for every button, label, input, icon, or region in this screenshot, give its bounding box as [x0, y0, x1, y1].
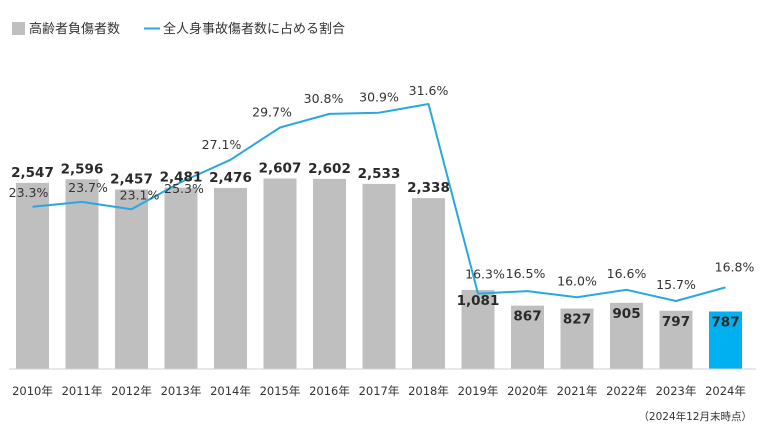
bar-value-label: 905 [612, 306, 640, 322]
legend-bar-swatch [12, 22, 25, 35]
ratio-label: 31.6% [409, 83, 449, 98]
bar-2021年 [560, 308, 594, 369]
bar-2020年 [511, 305, 544, 369]
bar-2013年 [164, 187, 198, 369]
bar-value-label: 2,481 [160, 170, 203, 186]
x-axis-labels: 2010年 2011年 2012年 2013年 2014年 2015年 2016年 2017年… [12, 384, 746, 398]
x-tick-label: 2018年 [408, 384, 449, 398]
ratio-line-path [32, 103, 726, 302]
bar-value-label: 787 [711, 314, 739, 330]
bar-value-label: 2,607 [259, 160, 302, 176]
bars [16, 178, 742, 369]
bar-2024年 [709, 311, 742, 369]
x-tick-label: 2023年 [656, 384, 697, 398]
bar-2022年 [610, 302, 643, 369]
bar-2015年 [263, 178, 297, 369]
bar-2016年 [313, 178, 346, 369]
x-tick-label: 2014年 [210, 384, 251, 398]
ratio-line [32, 103, 726, 302]
ratio-label: 30.8% [304, 91, 344, 106]
data-labels: 2,547 2,596 2,457 2,481 2,476 2,607 2,602 2,533… [9, 83, 755, 330]
ratio-label: 27.1% [202, 137, 242, 152]
ratio-label: 16.0% [557, 273, 597, 288]
bar-2019年 [461, 290, 495, 369]
ratio-label: 16.5% [506, 266, 546, 281]
ratio-label: 30.9% [359, 90, 399, 105]
x-tick-label: 2021年 [557, 384, 598, 398]
ratio-label: 23.7% [68, 180, 108, 195]
x-tick-label: 2019年 [458, 384, 499, 398]
bar-value-label: 2,476 [209, 170, 252, 186]
legend-bar-label: 高齢者負傷者数 [29, 21, 120, 37]
bar-value-label: 2,596 [61, 161, 104, 177]
x-tick-label: 2020年 [507, 384, 548, 398]
bar-value-label: 797 [662, 314, 690, 330]
x-tick-label: 2013年 [161, 384, 202, 398]
bar-value-label: 867 [513, 309, 541, 325]
x-tick-label: 2016年 [309, 384, 350, 398]
bar-2023年 [659, 310, 693, 369]
bar-value-label: 2,338 [407, 180, 450, 196]
bar-2018年 [412, 198, 445, 369]
ratio-label: 16.8% [715, 259, 755, 274]
legend: 高齢者負傷者数 全人身事故傷者数に占める割合 [12, 21, 345, 37]
x-tick-label: 2012年 [111, 384, 152, 398]
bar-value-label: 1,081 [457, 293, 500, 309]
x-tick-label: 2022年 [606, 384, 647, 398]
bar-value-label: 2,457 [110, 171, 153, 187]
ratio-label: 16.3% [465, 267, 505, 282]
note: （2024年12月末時点） [638, 410, 752, 423]
x-tick-label: 2010年 [12, 384, 53, 398]
bar-2011年 [65, 179, 99, 369]
bar-2014年 [214, 188, 247, 369]
bar-2012年 [115, 189, 148, 369]
ratio-label: 23.3% [9, 185, 49, 200]
x-tick-label: 2024年 [705, 384, 746, 398]
legend-line-label: 全人身事故傷者数に占める割合 [163, 21, 345, 37]
ratio-label: 15.7% [656, 277, 696, 292]
x-tick-label: 2017年 [359, 384, 400, 398]
x-tick-label: 2015年 [260, 384, 301, 398]
ratio-label: 23.1% [120, 187, 160, 202]
x-tick-label: 2011年 [62, 384, 103, 398]
bar-value-label: 827 [563, 312, 591, 328]
bar-value-label: 2,547 [11, 165, 54, 181]
ratio-label: 25.3% [164, 181, 204, 196]
bar-2010年 [16, 182, 49, 369]
bar-value-label: 2,602 [308, 161, 351, 177]
ratio-label: 16.6% [607, 266, 647, 281]
bar-2017年 [362, 183, 396, 369]
ratio-label: 29.7% [252, 105, 292, 120]
bar-value-label: 2,533 [358, 166, 401, 182]
